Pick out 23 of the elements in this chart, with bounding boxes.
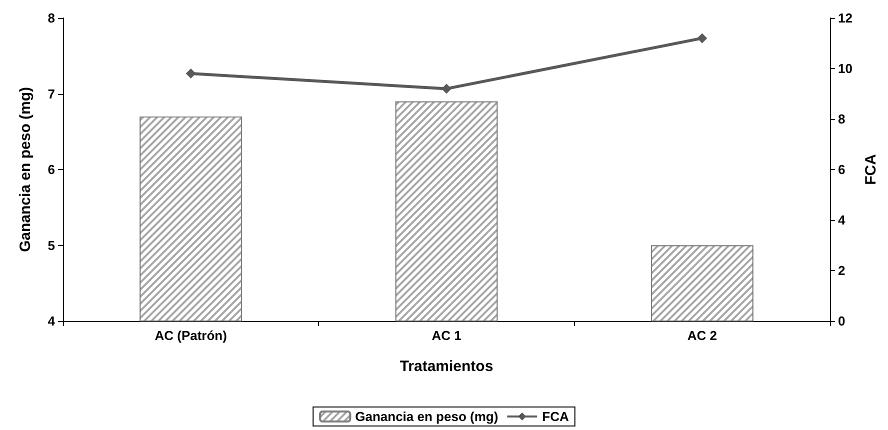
legend-label: Ganancia en peso (mg) bbox=[355, 409, 498, 424]
y-tick-label: 5 bbox=[48, 238, 55, 253]
y2-tick-label: 4 bbox=[838, 212, 846, 228]
legend-label: FCA bbox=[542, 409, 570, 424]
x-tick-label: AC (Patrón) bbox=[154, 328, 227, 343]
y2-tick-label: 12 bbox=[838, 10, 852, 26]
x-axis-title: Tratamientos bbox=[400, 358, 494, 375]
y2-tick-label: 6 bbox=[838, 162, 846, 177]
y2-axis-title: FCA bbox=[862, 154, 880, 185]
x-tick-label: AC 1 bbox=[432, 328, 462, 343]
y2-tick-label: 0 bbox=[838, 314, 846, 328]
point bbox=[697, 33, 708, 44]
y2-tick-label: 8 bbox=[838, 112, 846, 126]
y-axis-title: Ganancia en peso (mg) bbox=[17, 86, 34, 252]
point bbox=[186, 68, 196, 79]
y-tick-label: 6 bbox=[48, 162, 55, 177]
y-tick-label: 4 bbox=[48, 314, 56, 328]
y-tick-label: 8 bbox=[48, 10, 55, 26]
point bbox=[442, 84, 452, 94]
y2-tick-label: 10 bbox=[838, 61, 852, 76]
x-tick-label: AC 2 bbox=[687, 328, 717, 343]
y2-tick-label: 2 bbox=[838, 263, 846, 278]
y-tick-label: 7 bbox=[48, 86, 55, 102]
